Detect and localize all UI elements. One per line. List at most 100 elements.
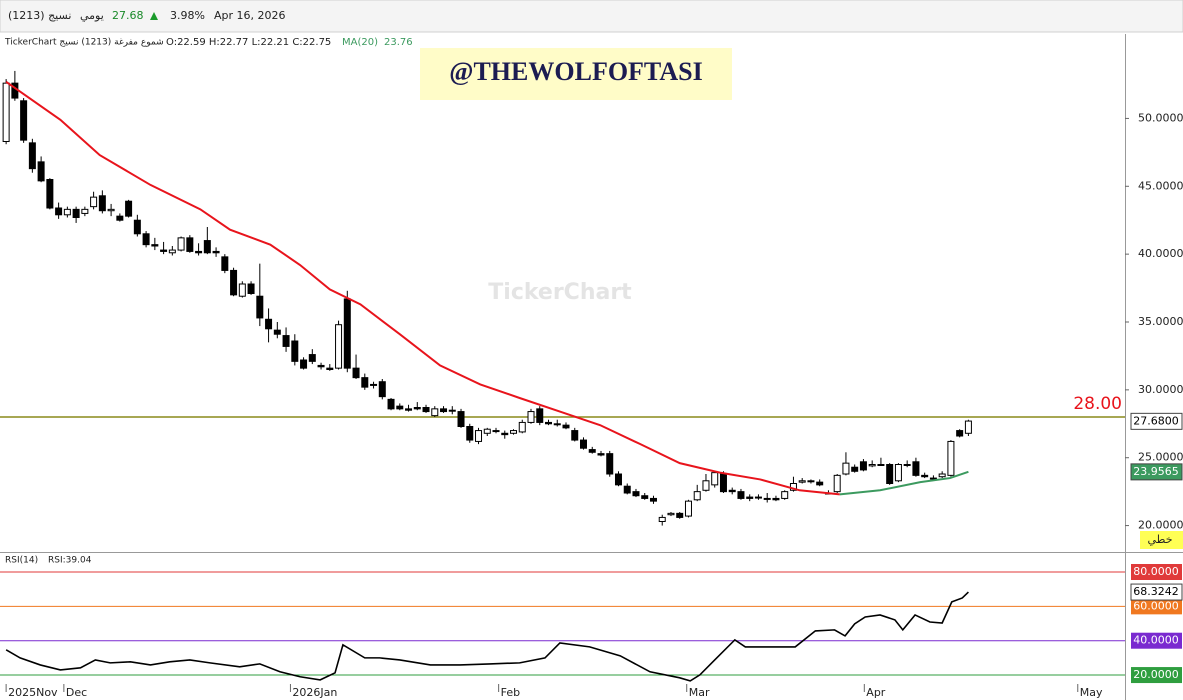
candle-body	[116, 215, 124, 221]
candle-body	[475, 430, 483, 442]
candle-body	[938, 473, 946, 478]
y-tick-label: 30.0000	[1138, 383, 1183, 396]
date: Apr 16, 2026	[214, 9, 286, 22]
candle-body	[536, 408, 544, 423]
candle-body	[702, 480, 710, 491]
candle-body	[501, 432, 509, 436]
candle-body	[859, 461, 867, 471]
up-arrow	[150, 12, 158, 20]
rsi-last: 68.3242	[1133, 585, 1179, 598]
candle-body	[98, 195, 106, 212]
moving-average	[839, 470, 969, 496]
candle-body	[457, 411, 465, 428]
candle-body	[492, 430, 500, 433]
candle-body	[317, 364, 325, 368]
candle-body	[352, 367, 360, 379]
brand-watermark: TickerChart	[488, 280, 632, 305]
candle-body	[343, 298, 351, 369]
candle-body	[230, 269, 238, 296]
candle-body	[308, 354, 316, 362]
candle-body	[746, 496, 754, 499]
candle-body	[440, 408, 448, 413]
candle-body	[772, 497, 780, 501]
candle-body	[448, 409, 456, 412]
candle-body	[265, 318, 273, 330]
candle-body	[72, 208, 80, 219]
y-tick-label: 50.0000	[1138, 111, 1183, 124]
candle-body	[63, 208, 71, 216]
candle-body	[842, 462, 850, 475]
ohlc: O:22.59 H:22.77 L:22.21 C:22.75	[166, 37, 331, 48]
rsi-line	[5, 591, 969, 682]
rsi-title: RSI(14)	[5, 556, 38, 566]
candle-body	[291, 340, 299, 362]
candle-body	[2, 82, 10, 143]
candle-body	[466, 426, 474, 441]
candle-body	[719, 473, 727, 493]
candle-body	[728, 489, 736, 493]
candle-body	[527, 411, 535, 423]
top-bar	[0, 0, 1183, 33]
candle-body	[886, 464, 894, 484]
candle-body	[378, 381, 386, 398]
candle-body	[562, 424, 570, 429]
x-tick-label: Mar	[689, 686, 710, 699]
candle-body	[212, 250, 220, 254]
moving-average	[5, 80, 840, 496]
candle-body	[422, 407, 430, 413]
last-price-tag-box	[1130, 412, 1183, 430]
candle-body	[387, 398, 395, 410]
candle-body	[737, 491, 745, 499]
candle-body	[282, 335, 290, 347]
candle-body	[929, 477, 937, 480]
candle-body	[614, 473, 622, 486]
candle-body	[921, 474, 929, 478]
candle-body	[868, 464, 876, 467]
candle-body	[912, 461, 920, 476]
candle-body	[125, 200, 133, 217]
candle-body	[894, 464, 902, 482]
chart-name: TickerChart شموع مفرغة (1213) نسيج	[4, 38, 164, 48]
candle-body	[579, 439, 587, 449]
level-tag-box	[1131, 564, 1182, 581]
watermark: @THEWOLFOFTASI	[449, 57, 702, 86]
price: 27.68	[112, 9, 144, 22]
candle-body	[326, 367, 334, 370]
y-tick-label: 45.0000	[1138, 179, 1183, 192]
y-tick-label: 20.0000	[1138, 519, 1183, 532]
candle-body	[676, 512, 684, 518]
candle-body	[571, 430, 579, 441]
candle-body	[518, 421, 526, 433]
candle-body	[903, 464, 911, 466]
watermark-box	[420, 48, 732, 100]
line-button[interactable]: خطي	[1148, 533, 1173, 546]
line-button-box[interactable]	[1140, 531, 1183, 549]
candle-body	[956, 430, 964, 437]
ma-tag: 23.9565	[1133, 465, 1179, 478]
ma-tag-box	[1130, 463, 1183, 481]
candle-body	[553, 423, 561, 426]
candle-body	[851, 466, 859, 472]
y-tick-label: 25.0000	[1138, 451, 1183, 464]
candle-body	[90, 196, 98, 208]
candle-body	[186, 237, 194, 252]
y-tick-label: 35.0000	[1138, 315, 1183, 328]
x-tick-label: Apr	[866, 686, 886, 699]
candle-body	[107, 208, 115, 212]
candle-body	[81, 208, 89, 214]
candle-body	[335, 324, 343, 369]
candle-body	[431, 408, 439, 417]
candle-body	[964, 420, 972, 434]
candle-body	[684, 500, 692, 517]
candle-body	[37, 161, 45, 182]
candle-body	[133, 219, 141, 235]
candle-body	[238, 283, 246, 297]
candle-body	[300, 359, 308, 369]
candle-body	[693, 491, 701, 501]
candle-body	[649, 497, 657, 502]
candle-body	[667, 512, 675, 516]
x-tick-label: Dec	[66, 686, 87, 699]
candle-body	[632, 491, 640, 497]
level-tag-box	[1131, 598, 1182, 615]
rsi-last-box	[1130, 583, 1183, 601]
